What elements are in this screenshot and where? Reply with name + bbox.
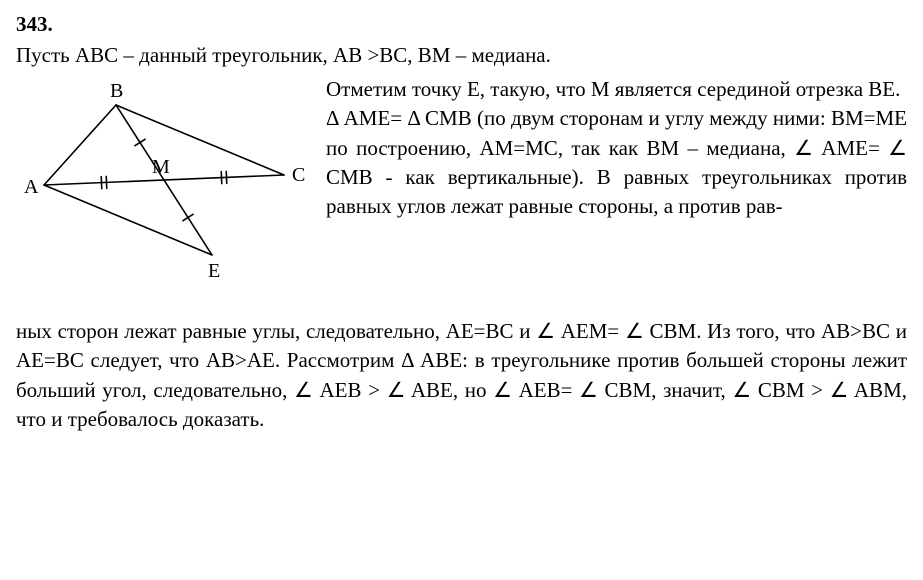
paragraph-2: Δ AME= Δ CMB (по двум сторонам и углу ме… xyxy=(326,104,907,222)
body-block: A B C M E Отметим точку E, такую, что M явля… xyxy=(16,75,907,315)
figure-column: A B C M E xyxy=(16,75,316,315)
svg-text:C: C xyxy=(292,164,305,186)
svg-text:E: E xyxy=(208,260,220,282)
intro-line: Пусть ABC – данный треугольник, AB >BC, … xyxy=(16,41,907,70)
text-column: Отметим точку E, такую, что M является с… xyxy=(316,75,907,222)
svg-text:M: M xyxy=(152,156,170,178)
paragraph-1: Отметим точку E, такую, что M является с… xyxy=(326,75,907,104)
problem-number: 343. xyxy=(16,10,907,39)
svg-text:A: A xyxy=(24,176,39,198)
svg-text:B: B xyxy=(110,80,123,102)
triangle-diagram: A B C M E xyxy=(16,75,316,315)
continuation-paragraph: ных сторон лежат равные углы, следовател… xyxy=(16,317,907,435)
